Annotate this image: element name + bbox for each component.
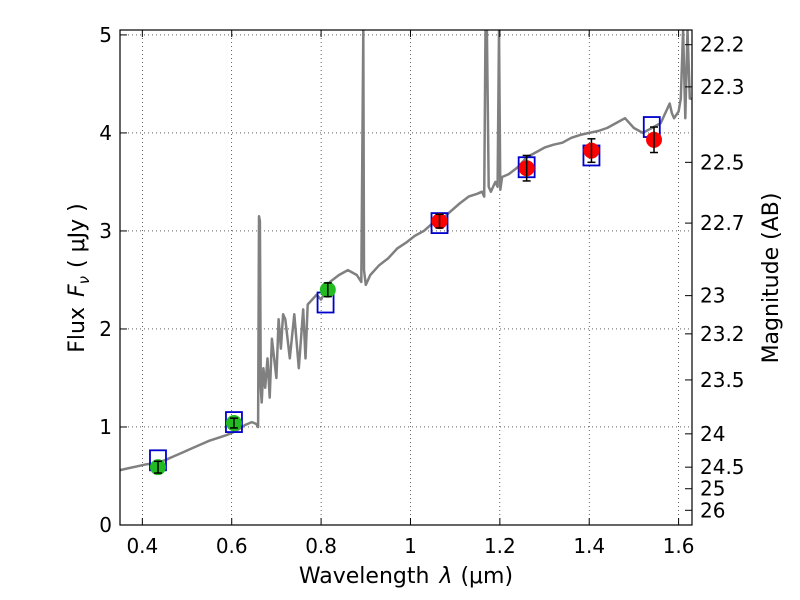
y-axis-label: FluxFν( μJy )	[65, 203, 93, 352]
y2-tick-label: 23.5	[700, 368, 745, 392]
y2-tick-label: 22.2	[700, 33, 745, 57]
y-tick-label: 0	[99, 513, 112, 537]
y-tick-label: 3	[99, 219, 112, 243]
y-tick-label: 4	[99, 121, 112, 145]
spectrum-line	[120, 30, 692, 472]
y2-tick-label: 22.7	[700, 211, 745, 235]
plot-frame	[119, 29, 693, 526]
x-tick-label: 1.2	[484, 534, 516, 558]
x-tick-label: 1	[404, 534, 417, 558]
y2-tick-label: 23.2	[700, 322, 745, 346]
spectrum-layer	[120, 30, 692, 472]
y2-tick-label: 23	[700, 284, 725, 308]
y-tick-label: 2	[99, 317, 112, 341]
x-tick-label: 0.6	[216, 534, 248, 558]
markers-layer	[149, 116, 663, 476]
x-tick-label: 1.4	[573, 534, 605, 558]
y2-axis-label: Magnitude (AB)	[759, 193, 784, 364]
x-axis-label: Wavelength λ (μm)	[299, 564, 513, 589]
x-tick-label: 1.6	[663, 534, 695, 558]
y-tick-label: 5	[99, 23, 112, 47]
model-photometry-square	[430, 212, 449, 234]
y2-tick-label: 22.3	[700, 75, 745, 99]
y-tick-label: 1	[99, 415, 112, 439]
model-photometry-square	[225, 411, 243, 433]
y2-tick-label: 25	[700, 477, 725, 501]
y2-tick-label: 24.5	[700, 455, 745, 479]
y2-tick-label: 24	[700, 422, 725, 446]
y2-tick-label: 26	[700, 498, 725, 522]
x-tick-label: 0.8	[305, 534, 337, 558]
x-tick-label: 0.4	[126, 534, 158, 558]
grid-lines	[120, 30, 692, 526]
y2-tick-label: 22.5	[700, 150, 745, 174]
